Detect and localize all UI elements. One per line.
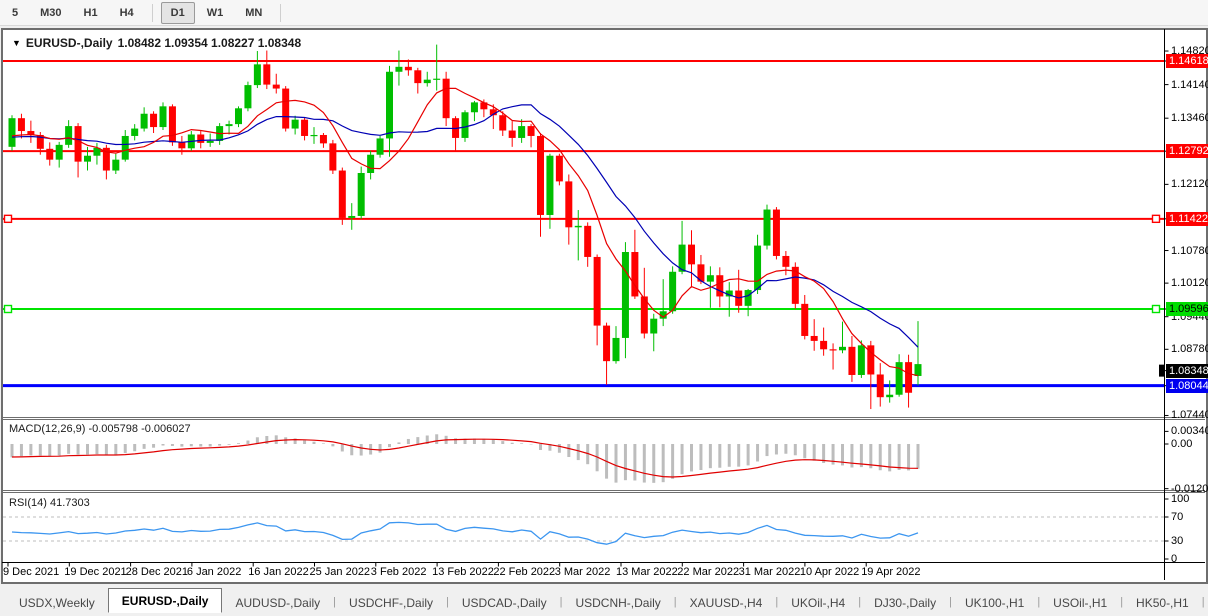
rsi-line (11, 521, 919, 545)
tab-separator: | (1201, 596, 1205, 608)
timeframe-button-5[interactable]: 5 (12, 6, 19, 19)
moving-average-line (11, 87, 919, 377)
price-badge-1.08348: 1.08348 (1166, 363, 1208, 378)
tab-dj30-daily[interactable]: DJ30-,Daily (874, 595, 937, 610)
price-tick-label: 1.13460 (1171, 112, 1208, 125)
date-label: 10 Apr 2022 (799, 566, 860, 578)
macd-tick-label: 0.00 (1171, 438, 1193, 450)
timeframe-button-d1[interactable]: D1 (160, 1, 195, 24)
toolbar-separator (280, 3, 282, 22)
price-tick-label: 1.08780 (1171, 343, 1208, 356)
tab-separator: | (1037, 596, 1041, 608)
tab-eurusd-daily[interactable]: EURUSD-,Daily (107, 588, 223, 613)
timeframe-toolbar: 5 M30 H1 H4 D1 W1 MN (0, 0, 1208, 26)
current-price-marker (1159, 364, 1164, 377)
macd-indicator-label: MACD(12,26,9) -0.005798 -0.006027 (9, 423, 191, 435)
timeframe-button-h1[interactable]: H1 (83, 6, 98, 19)
tab-audusd-daily[interactable]: AUDUSD-,Daily (235, 595, 321, 610)
tab-usdcnh-daily[interactable]: USDCNH-,Daily (575, 595, 661, 610)
chart-dropdown-icon[interactable]: ▼ (12, 38, 21, 48)
date-label: 31 Mar 2022 (738, 566, 801, 578)
chart-ohlc-values: 1.08482 1.09354 1.08227 1.08348 (117, 36, 302, 50)
price-tick-label: 1.10780 (1171, 244, 1208, 257)
date-label: 19 Apr 2022 (861, 566, 921, 578)
candles-layer (8, 44, 922, 410)
timeframe-button-h4[interactable]: H4 (119, 6, 134, 19)
price-tick-label: 1.14140 (1171, 78, 1208, 91)
rsi-tick-label: 70 (1171, 511, 1184, 523)
date-label: 22 Mar 2022 (677, 566, 740, 578)
price-badge-1.09596: 1.09596 (1166, 302, 1208, 316)
chart-symbol-label: EURUSD-,Daily (25, 36, 113, 50)
date-label: 13 Mar 2022 (616, 566, 678, 578)
date-label: 6 Jan 2022 (186, 566, 242, 578)
macd-tick-label: -0.012058 (1171, 482, 1208, 495)
tab-separator: | (333, 596, 337, 608)
macd-tick-label: 0.003408 (1171, 425, 1208, 438)
tab-xauusd-h4[interactable]: XAUUSD-,H4 (689, 595, 763, 610)
line-anchor (3, 214, 13, 224)
tab-eu[interactable]: EU (1205, 592, 1208, 613)
date-label: 13 Feb 2022 (432, 566, 494, 578)
chart-window[interactable] (1, 28, 1208, 584)
timeframe-button-w1[interactable]: W1 (206, 6, 224, 19)
timeframe-button-m30[interactable]: M30 (40, 6, 62, 19)
tab-uk100-h1[interactable]: UK100-,H1 (964, 595, 1025, 610)
date-label: 19 Dec 2021 (64, 566, 127, 578)
date-label: 9 Dec 2021 (3, 566, 60, 578)
line-anchor (1151, 214, 1161, 224)
tab-separator: | (446, 596, 449, 608)
tab-usdchf-daily[interactable]: USDCHF-,Daily (349, 595, 434, 610)
date-label: 3 Mar 2022 (554, 566, 611, 578)
macd-layer (10, 434, 920, 483)
macd-signal-line (11, 438, 919, 478)
tab-hk50-h1[interactable]: HK50-,H1 (1136, 595, 1189, 610)
tab-ukoil-h4[interactable]: UKOil-,H4 (791, 595, 846, 610)
price-badge-1.14618: 1.14618 (1166, 54, 1208, 68)
tab-separator: | (1120, 596, 1124, 608)
date-label: 3 Feb 2022 (370, 566, 427, 578)
rsi-indicator-label: RSI(14) 41.7303 (9, 497, 90, 509)
chart-tab-bar: USDX,Weekly EURUSD-,Daily AUDUSD-,Daily | US… (0, 587, 1208, 613)
rsi-tick-label: 0 (1171, 553, 1178, 565)
moving-averages-layer (11, 87, 919, 377)
price-tick-label: 1.12120 (1171, 178, 1208, 191)
tab-separator: | (673, 596, 677, 608)
tab-separator: | (949, 596, 952, 608)
chart-title: ▼ EURUSD-,Daily 1.08482 1.09354 1.08227 … (12, 36, 301, 50)
line-anchor (3, 304, 13, 314)
toolbar-separator (151, 3, 153, 22)
price-tick-label: 1.10120 (1171, 277, 1208, 290)
price-badge-1.11422: 1.11422 (1166, 211, 1208, 226)
tab-usdcad-daily[interactable]: USDCAD-,Daily (461, 595, 547, 610)
date-label: 28 Dec 2021 (125, 566, 188, 578)
date-label: 16 Jan 2022 (248, 566, 309, 578)
tab-separator: | (775, 596, 779, 608)
date-label: 25 Jan 2022 (309, 566, 371, 578)
price-tick-label: 1.07440 (1171, 409, 1208, 422)
moving-average-line (11, 104, 919, 348)
price-badge-1.08044: 1.08044 (1166, 378, 1208, 393)
price-badge-1.12792: 1.12792 (1166, 144, 1208, 159)
tab-separator: | (858, 596, 862, 608)
rsi-tick-label: 100 (1171, 493, 1190, 505)
rsi-layer (3, 516, 1164, 545)
tab-usoil-h1[interactable]: USOil-,H1 (1053, 595, 1108, 610)
rsi-tick-label: 30 (1171, 535, 1184, 547)
tab-separator: | (559, 596, 563, 608)
timeframe-button-mn[interactable]: MN (245, 6, 263, 19)
date-label: 22 Feb 2022 (493, 566, 556, 578)
line-anchor (1151, 304, 1161, 314)
tab-usdx-weekly[interactable]: USDX,Weekly (19, 595, 95, 610)
